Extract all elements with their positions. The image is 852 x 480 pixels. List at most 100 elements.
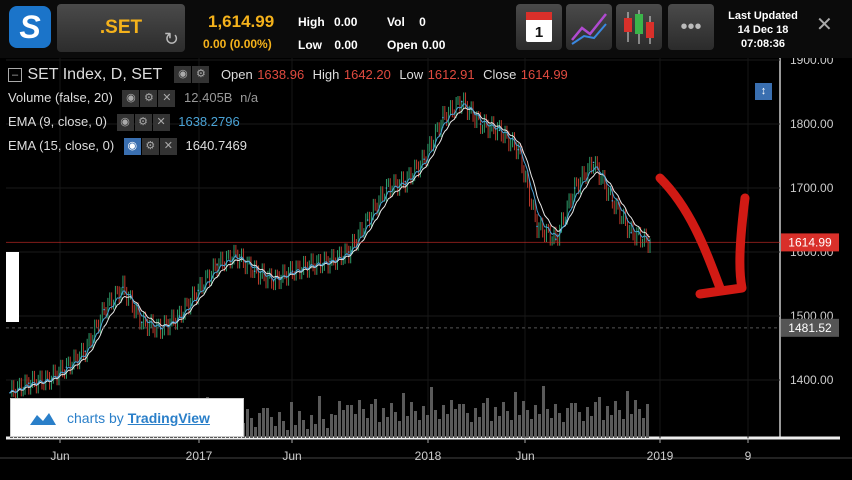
volume-bar [274, 426, 277, 438]
volume-bar [514, 392, 517, 438]
vol-value: 0 [419, 15, 426, 29]
calendar-button[interactable]: 1 [516, 4, 562, 50]
legend-main: – SET Index, D, SET ◉ ⚙ Open 1638.96 High… [8, 66, 568, 84]
data-point [329, 260, 331, 263]
volume-bar [618, 410, 621, 438]
high-label-legend: High [312, 67, 340, 82]
open-stat: Open 0.00 [387, 38, 445, 52]
gear-icon[interactable]: ⚙ [140, 90, 158, 108]
volume-bar [506, 411, 509, 438]
gear-icon[interactable]: ⚙ [192, 66, 210, 84]
volume-bar [298, 411, 301, 438]
volume-bar [486, 398, 489, 438]
low-stat: Low 0.00 [298, 38, 358, 52]
data-point [197, 289, 200, 292]
high-label: High [298, 15, 325, 29]
volume-bar [258, 413, 261, 438]
refresh-icon[interactable]: ↻ [163, 29, 179, 49]
y-tick-label: 1700.00 [790, 181, 834, 195]
volume-bar [526, 410, 529, 438]
data-point [159, 328, 162, 330]
volume-bar [470, 422, 473, 438]
close-label-legend: Close [483, 67, 517, 82]
data-point [592, 161, 595, 164]
volume-bar [418, 420, 421, 438]
calendar-icon: 1 [526, 12, 552, 42]
x-tick-label: 9 [745, 449, 752, 463]
tv-prefix: charts by [67, 410, 124, 426]
vol-stat: Vol 0 [387, 15, 426, 29]
volume-bar [562, 422, 565, 438]
close-icon[interactable]: ✕ [152, 114, 170, 132]
line-chart-button[interactable] [566, 4, 612, 50]
data-point [498, 129, 501, 132]
volume-bar [462, 404, 465, 438]
volume-na: n/a [240, 90, 259, 105]
ema15-value: 1640.7469 [185, 138, 247, 153]
volume-bar [530, 419, 533, 438]
collapse-icon[interactable]: – [8, 67, 22, 82]
volume-bar [622, 419, 625, 438]
volume-bar [598, 397, 601, 438]
volume-bar [458, 404, 461, 438]
candlestick-button[interactable] [616, 4, 662, 50]
tradingview-badge[interactable]: charts by TradingView [10, 398, 244, 437]
volume-bar [586, 407, 589, 438]
data-point [479, 123, 482, 125]
high-value-legend: 1642.20 [343, 67, 391, 82]
volume-bar [314, 424, 317, 438]
tradingview-label: charts by TradingView [67, 410, 210, 426]
ema9-label: EMA (9, close, 0) [8, 114, 107, 129]
volume-bar [602, 420, 605, 438]
volume-bar [634, 400, 637, 438]
price-chart[interactable]: 1900.001800.001700.001600.001500.001400.… [0, 58, 852, 480]
eye-icon[interactable]: ◉ [123, 138, 141, 156]
volume-bar [638, 409, 641, 438]
symbol-label: .SET [99, 17, 143, 38]
gear-icon[interactable]: ⚙ [141, 138, 159, 156]
volume-bar [286, 430, 289, 438]
data-point [272, 280, 275, 282]
data-point [65, 366, 68, 369]
low-label-legend: Low [399, 67, 424, 82]
eye-icon[interactable]: ◉ [116, 114, 134, 132]
x-tick-label: 2018 [415, 449, 442, 463]
volume-bar [386, 417, 389, 438]
volume-bar [542, 386, 545, 438]
volume-bar [518, 415, 521, 438]
legend-volume: Volume (false, 20) ◉ ⚙ ✕ 12.405B n/a [8, 90, 259, 108]
volume-bar [330, 414, 333, 438]
volume-bar [630, 414, 633, 438]
volume-bar [278, 412, 281, 438]
symbol-button[interactable]: .SET ↻ [57, 4, 185, 52]
close-icon[interactable]: ✕ [158, 90, 176, 108]
close-icon[interactable]: ✕ [816, 14, 833, 36]
more-button[interactable]: ••• [668, 4, 714, 50]
volume-bar [494, 407, 497, 438]
low-label: Low [298, 38, 322, 52]
volume-bar [390, 403, 393, 438]
volume-bar [522, 401, 525, 438]
volume-bar [574, 403, 577, 438]
left-handle[interactable] [6, 252, 19, 322]
eye-icon[interactable]: ◉ [174, 66, 192, 84]
close-icon[interactable]: ✕ [159, 138, 177, 156]
volume-bar [482, 403, 485, 438]
volume-bar [374, 399, 377, 438]
volume-bar [502, 402, 505, 438]
annotation-arrow [655, 173, 750, 299]
volume-label: Volume (false, 20) [8, 90, 113, 105]
legend-title: SET Index, D, SET [27, 66, 163, 83]
scroll-to-latest-icon[interactable]: ↕ [755, 83, 772, 100]
logo-icon[interactable]: S [9, 6, 51, 48]
volume-bar [358, 400, 361, 438]
eye-icon[interactable]: ◉ [122, 90, 140, 108]
volume-bar [594, 402, 597, 438]
volume-bar [394, 412, 397, 438]
volume-bar [370, 404, 373, 438]
volume-bar [510, 420, 513, 438]
data-point [517, 148, 520, 151]
volume-bar [626, 391, 629, 438]
gear-icon[interactable]: ⚙ [134, 114, 152, 132]
last-updated: Last Updated 14 Dec 18 07:08:36 [727, 9, 799, 51]
